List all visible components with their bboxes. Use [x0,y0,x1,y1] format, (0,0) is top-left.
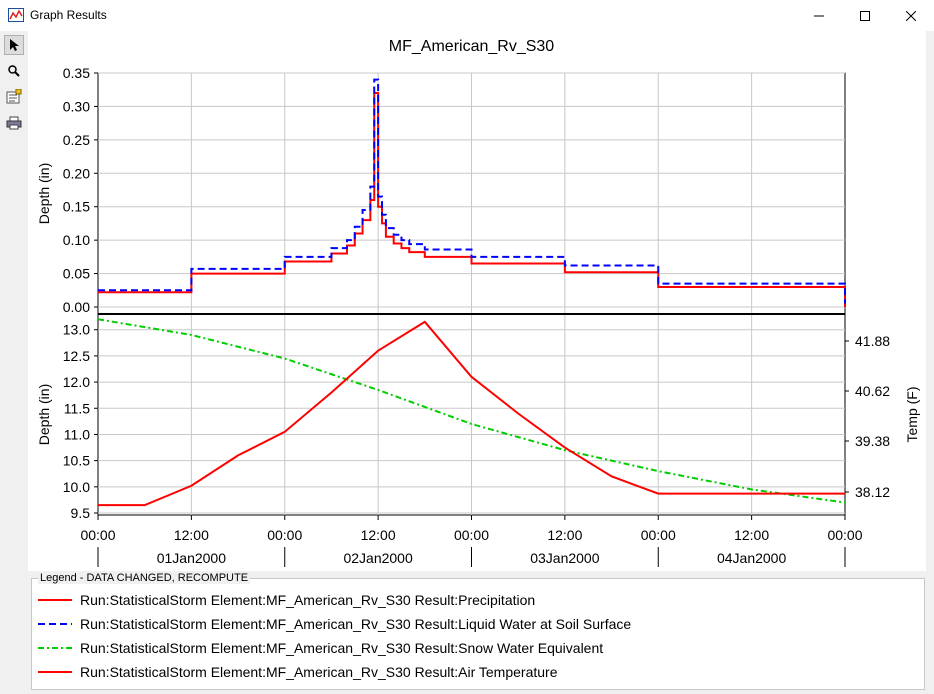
y-axis-label-top: Depth (in) [36,163,52,224]
legend-panel [31,578,925,690]
x-tick-label: 00:00 [641,527,676,543]
chart-svg: MF_American_Rv_S30 0.35 0.30 0.25 0.20 0.15 0.… [36,38,920,567]
series-line-air-temperature [98,320,845,507]
y-tick-label: 0.10 [63,232,90,248]
minimize-icon [814,15,824,16]
y-tick-label: 0.25 [63,132,90,148]
y-tick-label: 0.35 [63,65,90,81]
legend-item-snow-water[interactable]: Run:StatisticalStorm Element:MF_American… [38,638,603,658]
legend-swatch-precipitation [38,599,72,601]
maximize-button[interactable] [842,0,888,31]
x-tick-label: 12:00 [174,527,209,543]
date-label: 02Jan2000 [343,550,413,566]
x-tick-label: 12:00 [361,527,396,543]
legend-title: Legend - DATA CHANGED, RECOMPUTE [38,572,251,584]
series-line-snow-water-equivalent [97,318,846,504]
date-label: 03Jan2000 [530,550,600,566]
window-title: Graph Results [30,8,107,22]
date-label: 01Jan2000 [157,550,227,566]
properties-icon [6,89,22,104]
y-tick-label: 10.0 [63,479,90,495]
x-tick-label: 00:00 [827,527,862,543]
legend-label: Run:StatisticalStorm Element:MF_American… [80,616,632,632]
arrow-cursor-icon [10,39,19,51]
legend-label: Run:StatisticalStorm Element:MF_American… [80,592,536,608]
y-tick-label: 0.00 [63,299,90,315]
y-tick-label: 10.5 [63,453,90,469]
series-line-liquid-water-at-soil-surface [98,78,846,304]
legend-swatch-liquid-water [38,623,72,625]
legend-label: Run:StatisticalStorm Element:MF_American… [80,640,604,656]
maximize-icon [860,10,870,21]
zoom-tool[interactable] [4,61,24,81]
x-tick-label: 00:00 [80,527,115,543]
magnifier-icon [8,65,20,77]
y2-tick-label: 41.88 [855,333,890,349]
date-label: 04Jan2000 [717,550,787,566]
print-tool[interactable] [4,113,24,133]
y2-tick-label: 38.12 [855,484,890,500]
graph-toolbar [0,31,28,551]
y-tick-label: 9.5 [71,505,91,521]
x-tick-label: 00:00 [454,527,489,543]
legend-swatch-air-temperature [38,671,72,673]
chart-panel: MF_American_Rv_S30 0.35 0.30 0.25 0.20 0.15 0.… [28,31,926,571]
legend-item-precipitation[interactable]: Run:StatisticalStorm Element:MF_American… [38,590,535,610]
app-icon [8,8,24,22]
legend-item-air-temperature[interactable]: Run:StatisticalStorm Element:MF_American… [38,662,557,682]
window-border [926,31,934,694]
y-tick-label: 12.0 [63,374,90,390]
legend-item-liquid-water[interactable]: Run:StatisticalStorm Element:MF_American… [38,614,631,634]
close-icon [906,10,916,21]
y-tick-label: 11.0 [64,426,90,442]
y-tick-label: 13.0 [63,322,90,338]
pointer-tool[interactable] [4,35,24,55]
x-tick-label: 00:00 [267,527,302,543]
title-bar: Graph Results [0,0,934,31]
chart-title: MF_American_Rv_S30 [389,38,555,55]
y-tick-label: 0.30 [63,98,90,114]
y-tick-label: 12.5 [63,348,90,364]
y2-tick-label: 40.62 [855,383,890,399]
printer-icon [6,116,22,130]
x-tick-label: 12:00 [547,527,582,543]
minimize-button[interactable] [796,0,842,31]
close-button[interactable] [888,0,934,31]
y-tick-label: 0.15 [63,199,90,215]
y-axis-label-bottom: Depth (in) [36,384,52,445]
legend-swatch-snow-water [38,647,72,649]
legend-label: Run:StatisticalStorm Element:MF_American… [80,664,558,680]
y2-axis-label: Temp (F) [904,387,920,443]
y2-tick-label: 39.38 [855,433,890,449]
properties-tool[interactable] [4,87,24,107]
x-tick-label: 12:00 [734,527,769,543]
y-tick-label: 11.5 [64,400,90,416]
y-tick-label: 0.05 [63,266,90,282]
y-tick-label: 0.20 [63,165,90,181]
